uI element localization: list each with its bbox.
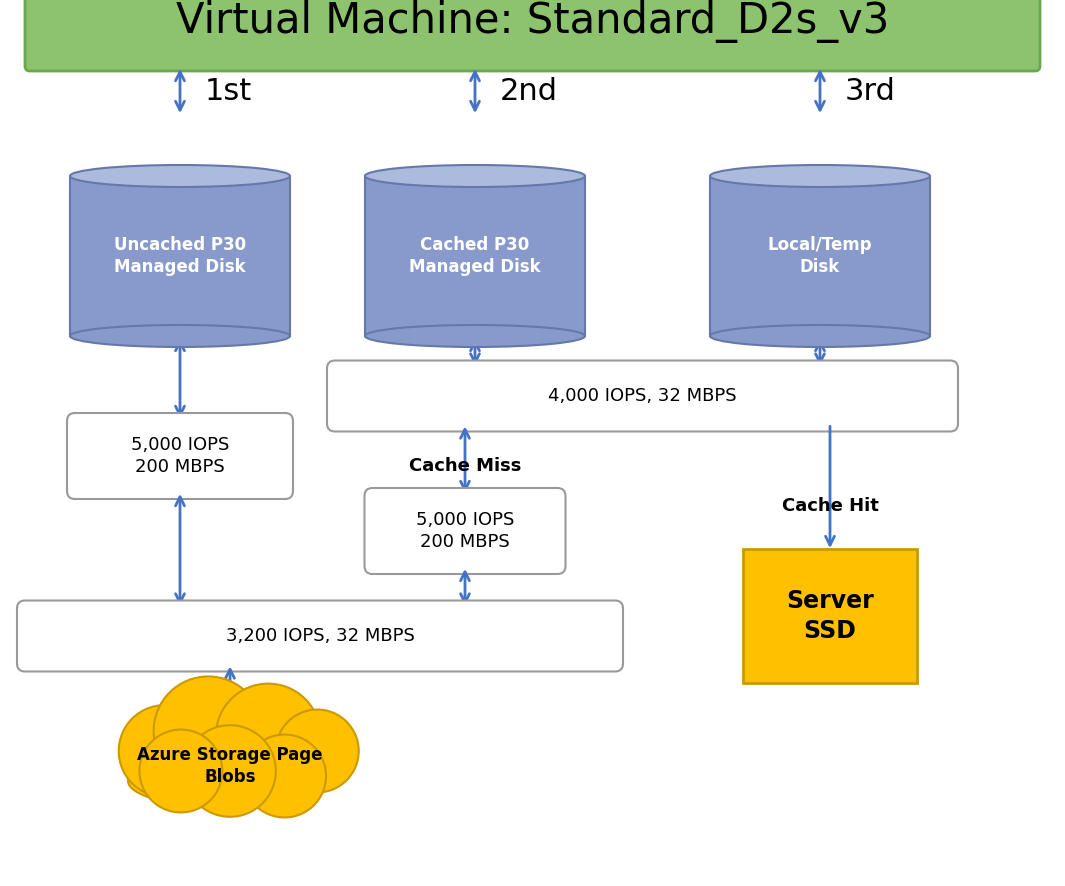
- Text: 5,000 IOPS
200 MBPS: 5,000 IOPS 200 MBPS: [131, 436, 229, 476]
- FancyBboxPatch shape: [17, 601, 623, 672]
- FancyBboxPatch shape: [327, 361, 958, 431]
- Ellipse shape: [365, 165, 585, 187]
- Ellipse shape: [365, 325, 585, 347]
- Circle shape: [153, 676, 263, 786]
- Circle shape: [276, 710, 359, 792]
- Circle shape: [243, 734, 326, 818]
- Ellipse shape: [710, 165, 930, 187]
- Text: Uncached P30
Managed Disk: Uncached P30 Managed Disk: [114, 236, 246, 276]
- Bar: [365, 176, 585, 336]
- Text: Server
SSD: Server SSD: [786, 589, 874, 643]
- Ellipse shape: [710, 325, 930, 347]
- Circle shape: [184, 725, 276, 817]
- Bar: [70, 176, 290, 336]
- FancyBboxPatch shape: [364, 488, 566, 574]
- Text: 3rd: 3rd: [845, 76, 896, 105]
- Text: 1st: 1st: [204, 76, 252, 105]
- Text: Cache Miss: Cache Miss: [409, 457, 521, 475]
- Circle shape: [216, 684, 321, 789]
- Circle shape: [118, 705, 211, 797]
- Text: Cache Hit: Cache Hit: [782, 497, 879, 515]
- Ellipse shape: [70, 325, 290, 347]
- Ellipse shape: [128, 754, 332, 808]
- Text: 5,000 IOPS
200 MBPS: 5,000 IOPS 200 MBPS: [415, 511, 514, 551]
- Text: 3,200 IOPS, 32 MBPS: 3,200 IOPS, 32 MBPS: [226, 627, 414, 645]
- Ellipse shape: [70, 165, 290, 187]
- FancyBboxPatch shape: [24, 0, 1041, 71]
- Bar: [710, 176, 930, 336]
- FancyBboxPatch shape: [743, 549, 917, 683]
- Text: Azure Storage Page
Blobs: Azure Storage Page Blobs: [137, 746, 323, 786]
- Text: Cached P30
Managed Disk: Cached P30 Managed Disk: [409, 236, 541, 276]
- Circle shape: [140, 729, 223, 812]
- Text: Local/Temp
Disk: Local/Temp Disk: [768, 236, 872, 276]
- Text: 4,000 IOPS, 32 MBPS: 4,000 IOPS, 32 MBPS: [548, 387, 737, 405]
- Text: 2nd: 2nd: [499, 76, 558, 105]
- Text: Virtual Machine: Standard_D2s_v3: Virtual Machine: Standard_D2s_v3: [176, 0, 889, 43]
- FancyBboxPatch shape: [67, 413, 293, 499]
